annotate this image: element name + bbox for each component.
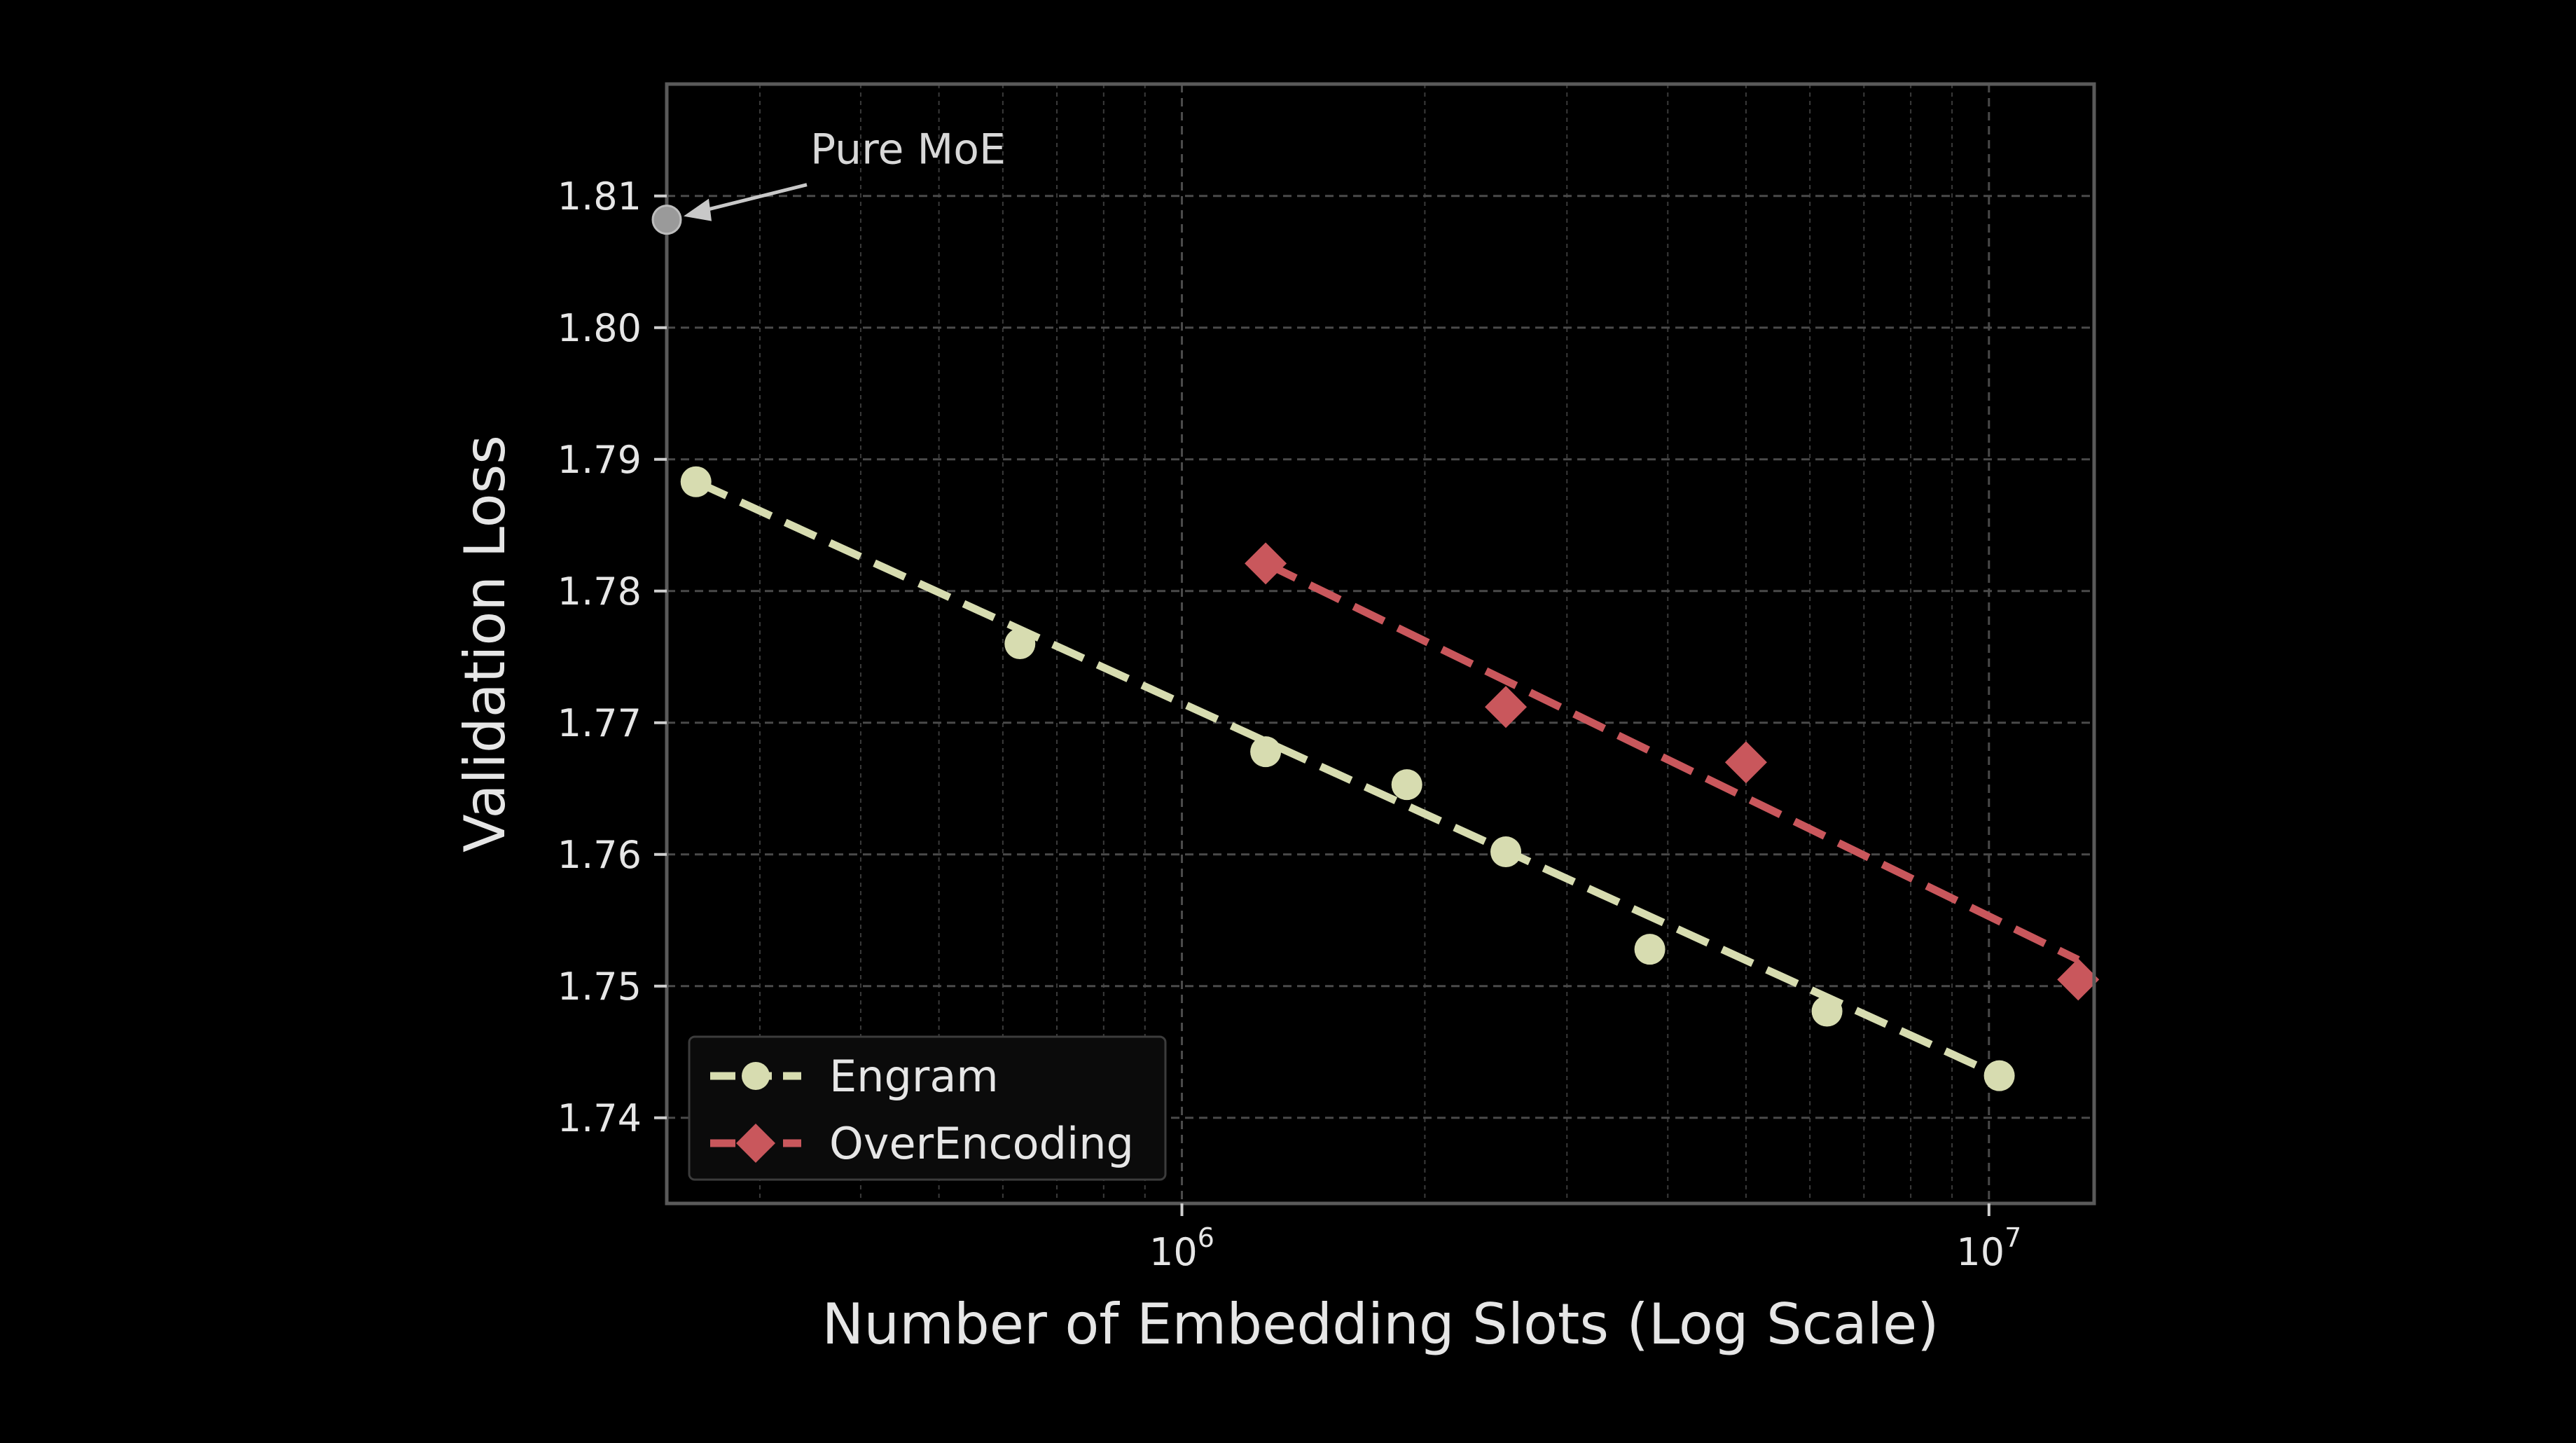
x-tick-label: 107 — [1956, 1222, 2021, 1274]
legend: Engram OverEncoding — [688, 1035, 1167, 1181]
legend-label-engram: Engram — [829, 1051, 999, 1102]
legend-marker-overencoding — [736, 1124, 775, 1163]
y-tick-label: 1.74 — [558, 1096, 642, 1140]
plot-frame — [665, 82, 2096, 1206]
engram-point — [1250, 736, 1282, 768]
y-tick-label: 1.78 — [558, 569, 642, 614]
legend-marker-engram — [742, 1062, 770, 1090]
annotation-pure-moe: Pure MoE — [651, 125, 1006, 235]
engram-point — [1634, 934, 1666, 965]
annotation-label: Pure MoE — [810, 125, 1006, 174]
axis-ticks: 1.74 1.75 1.76 1.77 1.78 1.79 1.80 1.81 106 107 — [558, 174, 2022, 1274]
y-tick-label: 1.76 — [558, 833, 642, 877]
legend-box — [688, 1035, 1167, 1181]
overencoding-trend-line — [1263, 560, 2080, 964]
y-tick-label: 1.80 — [558, 306, 642, 350]
engram-point — [1391, 769, 1422, 801]
engram-point — [1811, 995, 1843, 1027]
y-tick-label: 1.77 — [558, 701, 642, 745]
legend-label-overencoding: OverEncoding — [829, 1118, 1134, 1169]
overencoding-point — [2057, 958, 2100, 1001]
engram-trend-line — [694, 478, 2001, 1079]
engram-point — [1490, 836, 1522, 868]
annotation-arrow-line — [694, 183, 808, 215]
engram-point — [1983, 1060, 2015, 1091]
minor-grid — [759, 84, 1953, 1203]
y-tick-label: 1.79 — [558, 438, 642, 482]
overencoding-point — [1485, 686, 1528, 729]
pure-moe-point — [651, 205, 682, 235]
overencoding-point — [1724, 741, 1767, 784]
engram-point — [680, 466, 712, 497]
annotation-arrow-head — [684, 198, 712, 221]
major-grid — [667, 84, 2094, 1203]
x-tick-label: 106 — [1149, 1222, 1214, 1274]
y-tick-label: 1.75 — [558, 965, 642, 1009]
y-axis-label: Validation Loss — [452, 435, 518, 852]
trend-lines — [694, 478, 2080, 1079]
data-points — [680, 466, 2100, 1091]
y-tick-label: 1.81 — [558, 174, 642, 219]
overencoding-point — [1245, 542, 1287, 585]
x-axis-label: Number of Embedding Slots (Log Scale) — [822, 1292, 1939, 1357]
engram-point — [1004, 628, 1036, 659]
